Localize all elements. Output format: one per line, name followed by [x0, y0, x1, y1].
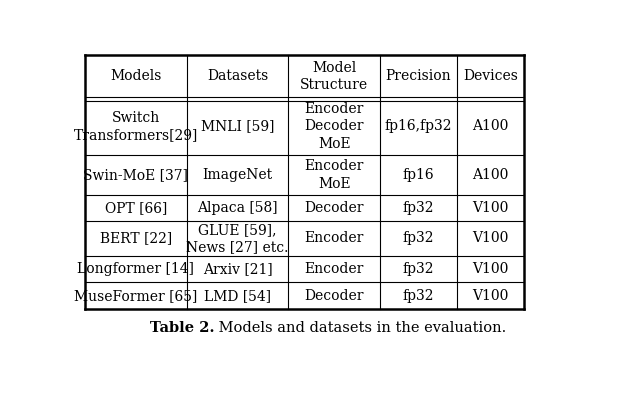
- Text: fp32: fp32: [403, 262, 435, 276]
- Text: Alpaca [58]: Alpaca [58]: [197, 201, 278, 215]
- Text: Switch
Transformers[29]: Switch Transformers[29]: [74, 111, 198, 142]
- Text: Models and datasets in the evaluation.: Models and datasets in the evaluation.: [214, 321, 506, 335]
- Text: BERT [22]: BERT [22]: [100, 232, 172, 245]
- Text: Encoder: Encoder: [305, 232, 364, 245]
- Text: Encoder
Decoder
MoE: Encoder Decoder MoE: [305, 102, 364, 151]
- Text: Arxiv [21]: Arxiv [21]: [203, 262, 273, 276]
- Text: Encoder: Encoder: [305, 262, 364, 276]
- Text: V100: V100: [472, 262, 509, 276]
- Text: fp32: fp32: [403, 289, 435, 303]
- Text: GLUE [59],
News [27] etc.: GLUE [59], News [27] etc.: [186, 223, 289, 254]
- Text: OPT [66]: OPT [66]: [104, 201, 167, 215]
- Text: Table 2.: Table 2.: [150, 321, 214, 335]
- Text: Encoder
MoE: Encoder MoE: [305, 159, 364, 190]
- Text: LMD [54]: LMD [54]: [204, 289, 271, 303]
- Text: fp16,fp32: fp16,fp32: [385, 119, 452, 133]
- Text: Longformer [14]: Longformer [14]: [77, 262, 195, 276]
- Text: Decoder: Decoder: [305, 201, 364, 215]
- Text: fp32: fp32: [403, 232, 435, 245]
- Text: fp16: fp16: [403, 168, 435, 182]
- Text: Model
Structure: Model Structure: [300, 61, 368, 92]
- Text: Decoder: Decoder: [305, 289, 364, 303]
- Text: Models: Models: [110, 69, 161, 83]
- Text: ImageNet: ImageNet: [202, 168, 273, 182]
- Text: MNLI [59]: MNLI [59]: [201, 119, 274, 133]
- Text: A100: A100: [472, 168, 509, 182]
- Text: MuseFormer [65]: MuseFormer [65]: [74, 289, 198, 303]
- Text: V100: V100: [472, 232, 509, 245]
- Text: Swin-MoE [37]: Swin-MoE [37]: [83, 168, 188, 182]
- Text: Precision: Precision: [386, 69, 451, 83]
- Text: V100: V100: [472, 201, 509, 215]
- Text: Datasets: Datasets: [207, 69, 268, 83]
- Text: fp32: fp32: [403, 201, 435, 215]
- Text: A100: A100: [472, 119, 509, 133]
- Text: Devices: Devices: [463, 69, 518, 83]
- Text: V100: V100: [472, 289, 509, 303]
